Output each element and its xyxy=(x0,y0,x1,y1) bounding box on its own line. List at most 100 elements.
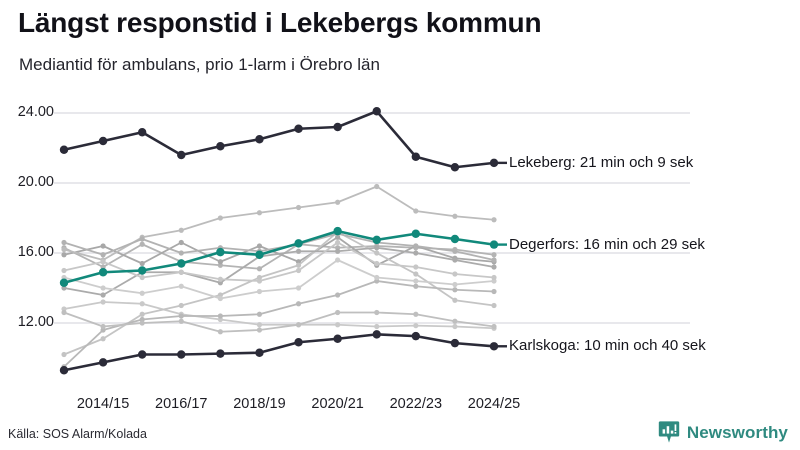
series-data-point xyxy=(178,302,184,309)
series-data-point xyxy=(100,292,106,298)
series-data-point xyxy=(450,163,460,172)
series-data-point xyxy=(333,122,342,132)
series-data-point xyxy=(333,226,342,236)
y-axis-tick-label: 16.00 xyxy=(17,244,54,260)
background-series-line xyxy=(61,257,497,302)
series-data-point xyxy=(411,152,421,161)
background-series-line xyxy=(61,309,497,335)
series-data-point xyxy=(256,322,263,328)
series-data-point xyxy=(256,288,263,295)
series-data-point xyxy=(217,259,223,265)
series-data-point xyxy=(100,336,106,342)
series-data-point xyxy=(295,262,302,268)
series-data-point xyxy=(216,142,225,151)
series-data-point xyxy=(452,248,458,254)
logo-wordmark: Newsworthy xyxy=(686,422,788,442)
series-data-point xyxy=(413,271,419,277)
series-data-point xyxy=(374,309,380,316)
series-data-point xyxy=(139,274,145,281)
series-annotation-label: Karlskoga: 10 min och 40 sek xyxy=(509,337,706,355)
series-data-point xyxy=(413,250,419,256)
background-series-line xyxy=(61,299,497,331)
series-data-point xyxy=(374,274,380,281)
series-data-point xyxy=(98,268,108,277)
series-data-point xyxy=(491,302,497,309)
series-data-point xyxy=(452,257,458,263)
highlight-series-line xyxy=(59,107,507,172)
series-data-point xyxy=(374,323,380,330)
series-data-point xyxy=(489,240,499,249)
series-data-point xyxy=(413,264,419,270)
series-data-point xyxy=(452,271,458,277)
series-data-point xyxy=(335,309,341,316)
x-axis-tick-label: 2014/15 xyxy=(76,396,130,412)
x-axis-tick-label: 2016/17 xyxy=(155,396,208,412)
series-data-point xyxy=(491,257,497,263)
series-data-point xyxy=(139,236,145,242)
series-data-point xyxy=(335,248,341,254)
series-data-point xyxy=(59,145,69,154)
series-data-point xyxy=(372,330,381,339)
series-data-point xyxy=(256,278,263,284)
series-data-point xyxy=(489,342,499,351)
series-data-point xyxy=(295,248,302,254)
series-data-point xyxy=(61,309,67,316)
series-data-point xyxy=(100,285,106,291)
series-data-point xyxy=(178,318,184,324)
series-data-point xyxy=(411,331,421,341)
series-data-point xyxy=(374,183,380,190)
series-data-point xyxy=(450,338,460,348)
logo-mark-svg xyxy=(658,421,680,443)
series-data-point xyxy=(256,243,263,249)
highlight-series-line xyxy=(59,330,507,375)
series-data-point xyxy=(413,311,419,317)
newsworthy-logo: Newsworthy xyxy=(658,420,788,444)
series-data-point xyxy=(98,136,108,146)
series-data-point xyxy=(177,150,186,160)
series-data-point xyxy=(256,327,263,333)
background-series-line xyxy=(61,278,497,370)
series-data-point xyxy=(491,264,497,270)
series-data-point xyxy=(295,267,302,274)
series-data-point xyxy=(452,287,458,293)
series-data-point xyxy=(139,311,145,317)
series-data-point xyxy=(452,318,458,324)
series-data-point xyxy=(178,227,184,233)
series-data-point xyxy=(413,278,419,284)
source-note: Källa: SOS Alarm/Kolada xyxy=(8,427,147,441)
series-data-point xyxy=(333,334,342,343)
y-axis-tick-label: 24.00 xyxy=(17,104,54,120)
series-data-point xyxy=(59,278,69,287)
series-data-point xyxy=(100,323,106,330)
series-data-point xyxy=(374,250,380,256)
series-data-point xyxy=(413,243,419,249)
series-data-point xyxy=(137,128,147,137)
series-data-point xyxy=(139,241,145,247)
series-path xyxy=(63,301,495,330)
series-data-point xyxy=(100,252,106,258)
series-data-point xyxy=(217,276,223,282)
series-data-point xyxy=(178,283,184,289)
series-data-point xyxy=(335,239,341,246)
series-data-point xyxy=(491,217,497,223)
series-data-point xyxy=(178,269,184,275)
series-data-point xyxy=(413,323,419,329)
series-data-point xyxy=(452,281,458,288)
x-axis-tick-label: 2024/25 xyxy=(467,396,521,412)
series-data-point xyxy=(335,292,341,298)
series-data-point xyxy=(413,208,419,214)
series-data-point xyxy=(294,239,303,248)
series-data-point xyxy=(255,348,264,357)
series-data-point xyxy=(217,215,223,221)
series-data-point xyxy=(295,285,302,291)
series-data-point xyxy=(139,301,145,307)
series-data-point xyxy=(374,260,380,267)
series-data-point xyxy=(335,257,341,263)
series-data-point xyxy=(255,250,264,259)
series-data-point xyxy=(372,235,381,245)
series-path xyxy=(62,229,496,285)
series-data-point xyxy=(137,266,147,275)
y-axis-tick-label: 12.00 xyxy=(17,314,54,330)
series-data-point xyxy=(374,245,380,251)
